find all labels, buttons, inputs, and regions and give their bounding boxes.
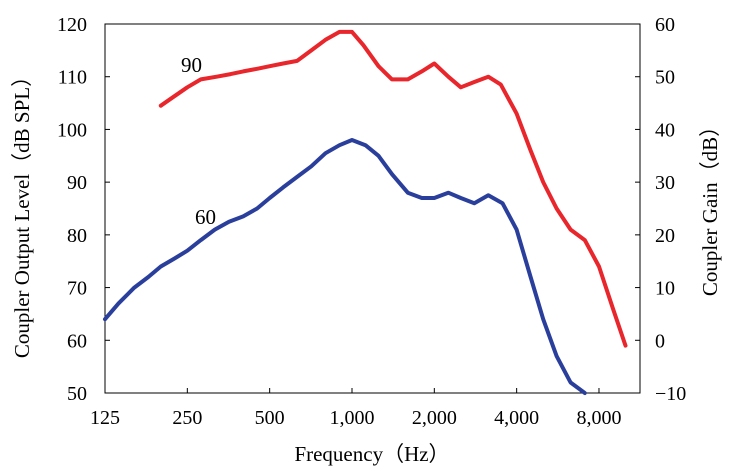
y-tick-label: 50	[67, 383, 87, 405]
series-line-90	[158, 29, 628, 348]
y-tick-label: 110	[58, 67, 87, 89]
y-tick-label: 100	[57, 119, 87, 141]
series-label-90: 90	[181, 53, 202, 77]
y2-tick-label: 60	[655, 14, 675, 36]
y-tick-label: 120	[57, 14, 87, 36]
y-tick-label: 90	[67, 172, 87, 194]
x-tick-label: 8,000	[576, 407, 621, 429]
series-label-60: 60	[195, 205, 216, 229]
series-group: 90 60	[103, 29, 628, 395]
x-tick-label: 4,000	[494, 407, 539, 429]
y-tick-label: 70	[67, 278, 87, 300]
plot-frame	[104, 23, 641, 394]
x-tick-label: 500	[255, 407, 285, 429]
x-axis: 125 250 500 1,000 2,000 4,000 8,000	[90, 388, 621, 429]
x-tick-label: 250	[172, 407, 202, 429]
x-tick-label: 2,000	[412, 407, 457, 429]
y2-tick-label: 10	[655, 278, 675, 300]
y-axis-right-title: Coupler Gain（dB）	[698, 116, 722, 296]
y2-tick-label: 50	[655, 67, 675, 89]
y-axis-right: −10 0 10 20 30 40 50 60	[635, 14, 686, 405]
y2-tick-label: 40	[655, 119, 675, 141]
y2-tick-label: 0	[655, 330, 665, 352]
y-axis-left: 50 60 70 80 90 100 110 120	[57, 14, 110, 405]
y-tick-label: 60	[67, 330, 87, 352]
series-line-60	[103, 138, 587, 395]
x-tick-label: 125	[90, 407, 120, 429]
x-axis-title: Frequency（Hz）	[294, 442, 449, 466]
y-tick-label: 80	[67, 225, 87, 247]
y2-tick-label: 20	[655, 225, 675, 247]
y2-tick-label: 30	[655, 172, 675, 194]
y-axis-left-title: Coupler Output Level（dB SPL）	[10, 66, 34, 358]
x-tick-label: 1,000	[329, 407, 374, 429]
y2-tick-label: −10	[655, 383, 686, 405]
